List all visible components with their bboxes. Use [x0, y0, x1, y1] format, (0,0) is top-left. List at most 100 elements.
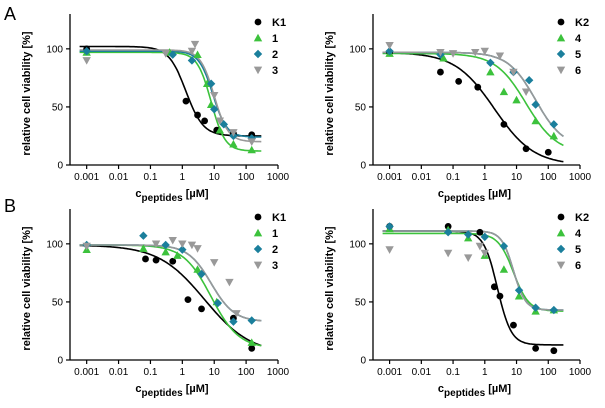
chart-a-left: 0 50 100 0.001 0.01 0.1 1 10 100 1000 cpeptides [µ… [21, 14, 290, 204]
data-point-K2 [550, 347, 558, 355]
data-point-1 [173, 251, 182, 259]
legend-label-4: 4 [575, 228, 582, 240]
y-tick-label: 50 [355, 102, 367, 113]
x-tick-label: 1000 [569, 367, 592, 378]
data-point-2 [219, 120, 229, 129]
data-point-K2 [476, 228, 484, 236]
legend-label-6: 6 [575, 260, 581, 272]
fit-curve-2 [79, 244, 262, 322]
panel-letter-b: B [4, 196, 16, 216]
data-point-6 [475, 242, 485, 251]
data-point-2 [139, 231, 148, 240]
x-tick-label: 100 [238, 367, 255, 378]
legend-marker-5 [556, 244, 566, 254]
legend-marker-4 [556, 228, 566, 237]
data-point-6 [480, 47, 489, 56]
y-tick-label: 0 [360, 356, 366, 367]
data-point-3 [151, 240, 161, 249]
legend-marker-K1 [254, 213, 262, 221]
data-point-K2 [455, 77, 463, 85]
data-point-1 [139, 244, 148, 252]
fit-curve-3 [79, 244, 262, 322]
data-point-2 [229, 317, 238, 326]
legend-marker-1 [253, 228, 263, 237]
legend-label-K1: K1 [272, 17, 286, 29]
data-point-5 [549, 120, 559, 129]
x-tick-label: 100 [540, 172, 557, 183]
legend-label-K1: K1 [272, 212, 286, 224]
data-point-4 [439, 53, 448, 62]
data-point-3 [193, 245, 202, 253]
y-tick-label: 100 [46, 239, 63, 250]
data-point-2 [197, 269, 206, 279]
data-point-2 [187, 56, 197, 65]
data-point-5 [464, 230, 473, 239]
data-point-K1 [248, 344, 256, 352]
data-point-5 [549, 305, 559, 315]
data-point-1 [161, 247, 170, 256]
x-tick-label: 10 [209, 367, 221, 378]
data-point-3 [225, 278, 234, 287]
fit-curve-4 [382, 232, 564, 312]
legend-marker-4 [556, 33, 566, 42]
legend-label-2: 2 [272, 49, 278, 61]
data-point-1 [247, 145, 256, 154]
x-tick-label: 0.1 [446, 367, 460, 378]
y-axis-title: relative cell viability [%] [21, 31, 33, 155]
legend-label-6: 6 [575, 65, 581, 77]
data-point-6 [443, 249, 453, 258]
data-point-4 [486, 67, 495, 76]
x-tick-label: 100 [238, 172, 255, 183]
data-point-3 [178, 240, 187, 249]
data-point-5 [480, 232, 489, 242]
x-tick-label: 1 [180, 367, 186, 378]
x-axis-title: cpeptides [µM] [135, 383, 208, 399]
x-tick-label: 0.001 [377, 172, 402, 183]
x-tick-label: 1000 [569, 172, 592, 183]
data-point-1 [193, 265, 202, 273]
y-axis-title: relative cell viability [%] [324, 226, 336, 350]
data-point-3 [82, 242, 91, 251]
data-point-3 [187, 47, 197, 56]
x-axis-title: cpeptides [µM] [438, 383, 511, 399]
data-point-5 [514, 286, 524, 295]
data-point-K1 [201, 117, 209, 125]
data-point-4 [549, 131, 559, 140]
data-point-K1 [182, 97, 190, 105]
x-tick-label: 1 [482, 367, 488, 378]
legend-marker-K2 [557, 213, 565, 221]
legend-marker-2 [253, 244, 263, 254]
data-point-2 [206, 79, 216, 88]
data-point-3 [168, 237, 177, 245]
data-point-5 [531, 100, 540, 109]
data-point-1 [229, 139, 238, 148]
x-tick-label: 0.1 [143, 367, 157, 378]
y-tick-label: 0 [360, 161, 366, 172]
x-tick-label: 0.1 [143, 172, 157, 183]
data-point-6 [521, 88, 531, 97]
data-point-K1 [184, 296, 192, 303]
data-point-6 [436, 48, 445, 57]
legend-marker-6 [556, 261, 566, 270]
data-point-K2 [437, 68, 444, 76]
data-point-K2 [544, 148, 552, 156]
legend-label-5: 5 [575, 49, 581, 61]
data-point-3 [210, 91, 219, 100]
y-axis-title: relative cell viability [%] [324, 31, 336, 155]
data-point-4 [514, 291, 524, 300]
data-point-K2 [496, 292, 504, 300]
y-tick-label: 100 [349, 44, 366, 55]
data-point-1 [215, 125, 225, 134]
y-axis-title: relative cell viability [%] [21, 226, 33, 350]
legend-marker-1 [253, 33, 263, 42]
legend-label-2: 2 [272, 244, 278, 256]
x-tick-label: 10 [209, 172, 221, 183]
data-point-4 [499, 265, 509, 273]
x-tick-label: 1000 [267, 367, 290, 378]
y-tick-label: 100 [349, 239, 366, 250]
legend-marker-5 [556, 49, 566, 59]
data-point-2 [168, 50, 177, 59]
fit-curve-2 [79, 50, 262, 138]
y-tick-label: 0 [57, 356, 63, 367]
data-point-2 [178, 245, 187, 254]
